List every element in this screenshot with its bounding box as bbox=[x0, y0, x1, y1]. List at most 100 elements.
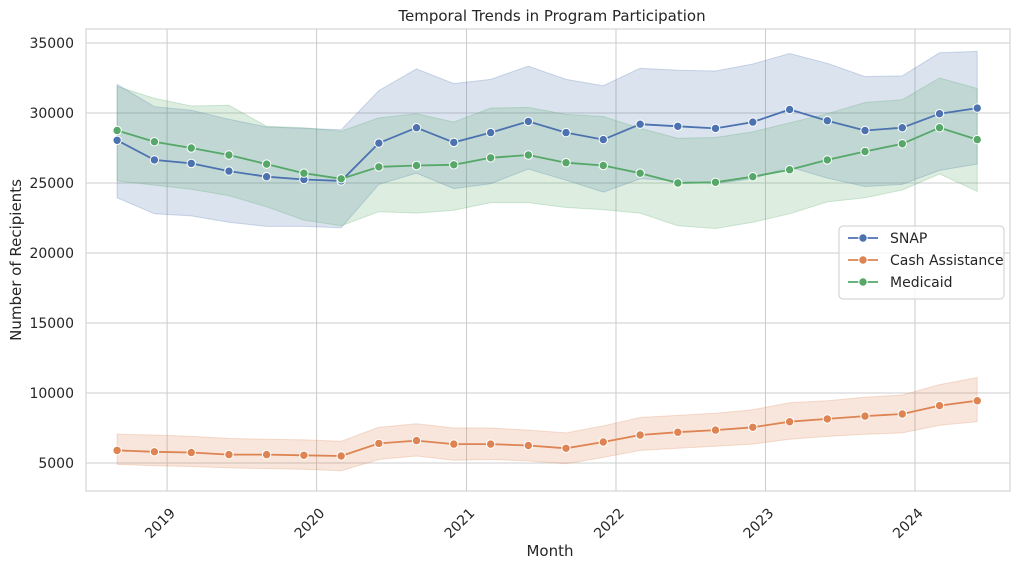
data-point bbox=[860, 146, 870, 157]
data-point bbox=[784, 104, 795, 115]
y-axis-title: Number of Recipients bbox=[7, 179, 25, 341]
data-point bbox=[598, 437, 608, 447]
data-point bbox=[822, 414, 833, 424]
series-line bbox=[116, 126, 978, 184]
y-tick-label: 10000 bbox=[29, 386, 74, 402]
data-point bbox=[934, 109, 945, 119]
data-point bbox=[710, 177, 721, 188]
x-tick-label: 2020 bbox=[292, 505, 329, 542]
data-point bbox=[934, 123, 945, 133]
data-point bbox=[561, 158, 571, 168]
data-point bbox=[336, 174, 346, 184]
data-point bbox=[635, 119, 645, 129]
legend-marker bbox=[858, 233, 868, 243]
confidence-band bbox=[116, 376, 978, 472]
data-point bbox=[598, 160, 608, 171]
data-point bbox=[224, 449, 234, 460]
series-markers bbox=[112, 103, 982, 461]
data-point bbox=[449, 137, 459, 148]
x-tick-label: 2019 bbox=[142, 505, 179, 542]
data-point bbox=[784, 165, 795, 175]
x-axis-title: Month bbox=[526, 542, 573, 560]
confidence-band bbox=[116, 50, 978, 229]
data-point bbox=[523, 116, 534, 127]
data-point bbox=[784, 417, 795, 427]
x-tick-label: 2022 bbox=[591, 505, 628, 542]
data-point bbox=[673, 121, 683, 132]
y-tick-label: 25000 bbox=[29, 176, 74, 192]
data-point bbox=[149, 137, 160, 147]
confidence-band bbox=[116, 77, 978, 230]
data-point bbox=[673, 427, 683, 437]
legend-label: Medicaid bbox=[890, 275, 953, 291]
y-tick-labels: 5000 10000 15000 20000 25000 30000 35000 bbox=[29, 36, 74, 472]
data-point bbox=[149, 155, 160, 165]
y-tick-label: 30000 bbox=[29, 106, 74, 122]
legend-marker bbox=[858, 277, 868, 287]
data-point bbox=[822, 155, 833, 165]
data-point bbox=[261, 449, 272, 460]
data-point bbox=[186, 143, 196, 153]
data-point bbox=[112, 125, 122, 136]
data-point bbox=[299, 168, 309, 178]
x-tick-label: 2021 bbox=[442, 505, 479, 542]
data-point bbox=[523, 440, 534, 451]
y-tick-label: 5000 bbox=[38, 456, 74, 472]
confidence-bands bbox=[116, 50, 978, 472]
data-point bbox=[748, 117, 758, 127]
legend-label: Cash Assistance bbox=[890, 253, 1004, 269]
data-point bbox=[561, 443, 571, 453]
data-point bbox=[411, 160, 422, 171]
series-line bbox=[116, 107, 978, 182]
series-line bbox=[117, 399, 978, 457]
data-point bbox=[261, 172, 272, 182]
chart-title: Temporal Trends in Program Participation bbox=[397, 7, 705, 25]
data-point bbox=[112, 445, 122, 456]
data-point bbox=[449, 439, 459, 449]
data-point bbox=[635, 430, 645, 440]
plot-frame bbox=[85, 28, 1011, 492]
data-point bbox=[710, 425, 721, 435]
data-point bbox=[748, 172, 758, 182]
data-point bbox=[449, 160, 459, 170]
data-point bbox=[299, 450, 309, 460]
data-point bbox=[972, 103, 982, 113]
y-tick-label: 20000 bbox=[29, 246, 74, 262]
data-point bbox=[261, 159, 272, 169]
data-point bbox=[485, 127, 496, 138]
data-point bbox=[374, 138, 384, 148]
data-point bbox=[673, 178, 683, 188]
data-point bbox=[748, 422, 758, 432]
data-point bbox=[186, 158, 196, 169]
data-point bbox=[860, 125, 870, 136]
data-point bbox=[224, 166, 234, 176]
data-point bbox=[186, 447, 196, 458]
x-tick-labels: 2019 2020 2021 2022 2023 2024 bbox=[142, 505, 926, 542]
data-point bbox=[934, 400, 945, 411]
legend: SNAP Cash Assistance Medicaid bbox=[838, 225, 1005, 300]
legend-marker bbox=[858, 255, 868, 265]
y-tick-label: 15000 bbox=[29, 316, 74, 332]
data-point bbox=[485, 153, 496, 163]
data-point bbox=[860, 411, 870, 421]
y-tick-label: 35000 bbox=[29, 36, 74, 52]
data-point bbox=[523, 150, 534, 160]
data-point bbox=[822, 116, 833, 126]
data-point bbox=[485, 439, 496, 449]
data-point bbox=[897, 123, 907, 133]
data-point bbox=[972, 134, 982, 145]
data-point bbox=[972, 396, 982, 406]
data-point bbox=[224, 150, 234, 160]
data-point bbox=[112, 135, 122, 146]
data-point bbox=[336, 451, 346, 461]
data-point bbox=[411, 435, 422, 446]
series-lines bbox=[116, 107, 978, 457]
legend-label: SNAP bbox=[890, 231, 927, 247]
data-point bbox=[598, 134, 608, 145]
data-point bbox=[635, 168, 645, 178]
data-point bbox=[374, 162, 384, 172]
data-point bbox=[411, 123, 422, 133]
data-point bbox=[710, 123, 721, 134]
x-tick-label: 2023 bbox=[741, 505, 778, 542]
